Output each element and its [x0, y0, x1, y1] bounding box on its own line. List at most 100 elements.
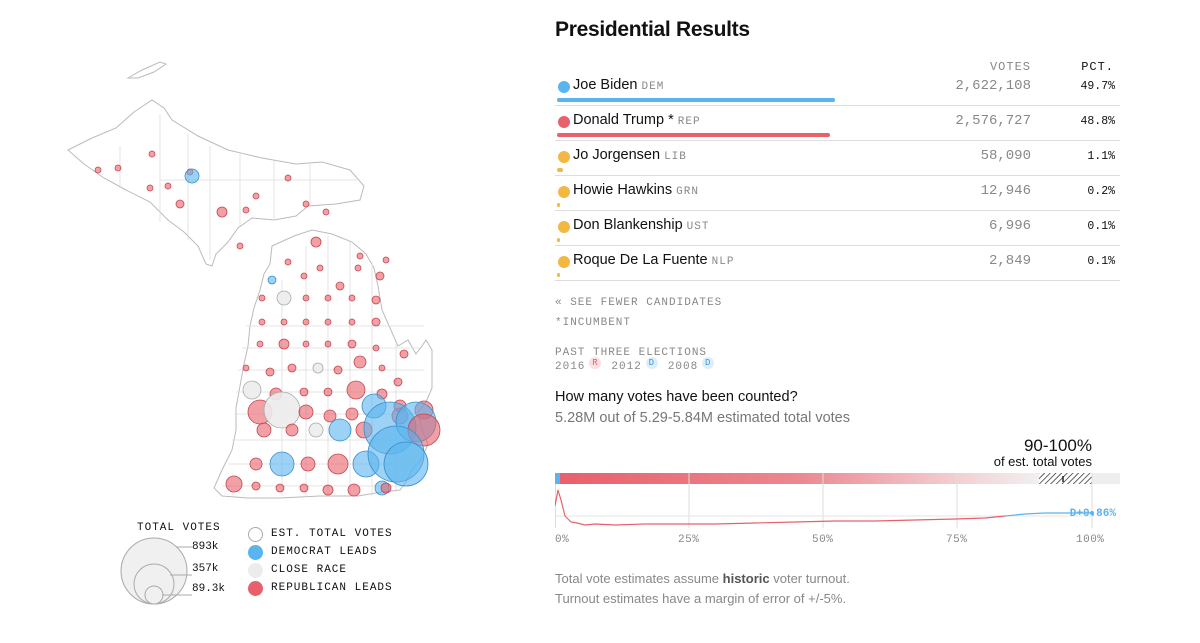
county-bubble: [347, 483, 361, 497]
county-bubble: [371, 295, 381, 305]
county-bubble: [375, 271, 385, 281]
legend-est-dot: [248, 526, 263, 542]
past-elections-row: 2016 R 2012 D 2008 D: [555, 357, 724, 373]
legend-size-medium: 357k: [192, 563, 219, 575]
county-bubble: [236, 242, 244, 250]
candidate-party: GRN: [676, 186, 699, 198]
candidate-party: NLP: [711, 256, 735, 268]
legend-close-dot: [248, 562, 263, 578]
county-bubble: [393, 377, 403, 387]
county-bubble: [216, 206, 228, 218]
axis-tick-100: 100%: [1076, 534, 1105, 546]
county-bubble: [302, 200, 310, 208]
county-bubble: [371, 317, 381, 327]
candidate-party: DEM: [641, 81, 665, 93]
legend-democrat-leads: DEMOCRAT LEADS: [248, 543, 377, 561]
county-bubble: [164, 182, 172, 190]
legend-size-large: 893k: [192, 541, 219, 553]
timeline-leader-band: [560, 473, 1040, 484]
legend-label: EST. TOTAL VOTES: [271, 528, 393, 540]
county-bubble: [242, 206, 250, 214]
county-bubble: [312, 362, 324, 374]
candidate-name: Don Blankenship UST: [573, 217, 710, 233]
candidate-row: Donald Trump * REP 2,576,727 48.8%: [555, 105, 1120, 141]
county-bubble: [322, 484, 334, 496]
past-year: 2016: [555, 361, 586, 373]
county-bubble: [225, 475, 243, 493]
candidate-votes: 2,576,727: [955, 113, 1031, 129]
candidate-party: UST: [686, 221, 710, 233]
candidate-share-bar: [557, 168, 564, 172]
county-bubble: [378, 364, 386, 372]
see-fewer-candidates-link[interactable]: « SEE FEWER CANDIDATES: [555, 297, 723, 309]
county-bubble: [348, 294, 356, 302]
county-bubble: [354, 264, 362, 272]
county-bubble: [302, 340, 310, 348]
county-bubble: [284, 258, 292, 266]
county-bubble: [383, 441, 429, 487]
candidate-votes: 6,996: [988, 218, 1031, 234]
county-bubble: [399, 349, 409, 359]
candidate-name: Howie Hawkins GRN: [573, 182, 699, 198]
votes-counted-summary: 5.28M out of 5.29-5.84M estimated total …: [555, 410, 850, 426]
est-range: 90-100%: [1023, 436, 1092, 455]
past-year: 2008: [667, 361, 699, 373]
page-title: Presidential Results: [555, 18, 750, 41]
county-bubble: [242, 364, 250, 372]
estimated-range-hatch: [1039, 473, 1092, 484]
county-bubble: [372, 344, 380, 352]
county-bubble: [323, 387, 333, 397]
county-bubble: [267, 275, 277, 285]
timeline-dem-start: [555, 473, 560, 484]
candidate-pct: 0.1%: [1087, 255, 1115, 268]
county-bubble: [258, 294, 266, 302]
candidate-pct: 0.2%: [1087, 185, 1115, 198]
county-bubble: [299, 387, 309, 397]
candidate-share-bar: [557, 133, 831, 137]
county-bubble: [323, 409, 337, 423]
candidate-share-bar: [557, 203, 560, 207]
county-bubble: [278, 338, 290, 350]
legend-size-circles: [120, 537, 192, 605]
votes-column-header: VOTES: [989, 60, 1031, 74]
candidate-row: Howie Hawkins GRN 12,946 0.2%: [555, 175, 1120, 211]
county-bubble: [252, 192, 260, 200]
county-bubble: [285, 423, 299, 437]
party-dot: [558, 221, 570, 233]
county-bubble: [114, 164, 122, 172]
axis-tick-25: 25%: [678, 534, 700, 546]
legend-label: DEMOCRAT LEADS: [271, 546, 378, 558]
candidate-votes: 2,849: [988, 253, 1031, 269]
party-dot: [558, 116, 570, 128]
legend-label: CLOSE RACE: [271, 564, 348, 576]
county-bubble: [249, 457, 263, 471]
county-bubble: [310, 236, 322, 248]
party-dot: [558, 186, 570, 198]
candidate-row: Joe Biden DEM 2,622,108 49.7%: [555, 70, 1120, 106]
candidate-share-bar: [557, 238, 560, 242]
candidate-pct: 1.1%: [1087, 150, 1115, 163]
county-bubble: [94, 166, 102, 174]
candidate-row: Don Blankenship UST 6,996 0.1%: [555, 210, 1120, 246]
county-bubble: [353, 355, 367, 369]
candidate-name: Joe Biden DEM: [573, 77, 665, 93]
county-bubble: [324, 340, 332, 348]
county-bubble: [258, 318, 266, 326]
county-bubble: [284, 174, 292, 182]
county-bubble: [324, 318, 332, 326]
county-bubble: [300, 456, 316, 472]
current-margin-label: D+0.86%: [1069, 508, 1116, 520]
county-bubble: [328, 418, 352, 442]
legend-label: REPUBLICAN LEADS: [271, 582, 393, 594]
past-party-badge: R: [589, 357, 602, 369]
legend-republican-leads: REPUBLICAN LEADS: [248, 579, 393, 597]
axis-tick-0: 0%: [555, 534, 570, 546]
county-bubble: [175, 199, 185, 209]
footnote-margin-error: Turnout estimates have a margin of error…: [555, 591, 847, 606]
county-bubble: [256, 422, 272, 438]
county-bubble: [380, 482, 392, 494]
county-bubble: [348, 318, 356, 326]
county-bubble: [382, 256, 390, 264]
candidate-party: LIB: [664, 151, 687, 163]
est-range-label: of est. total votes: [993, 454, 1092, 469]
